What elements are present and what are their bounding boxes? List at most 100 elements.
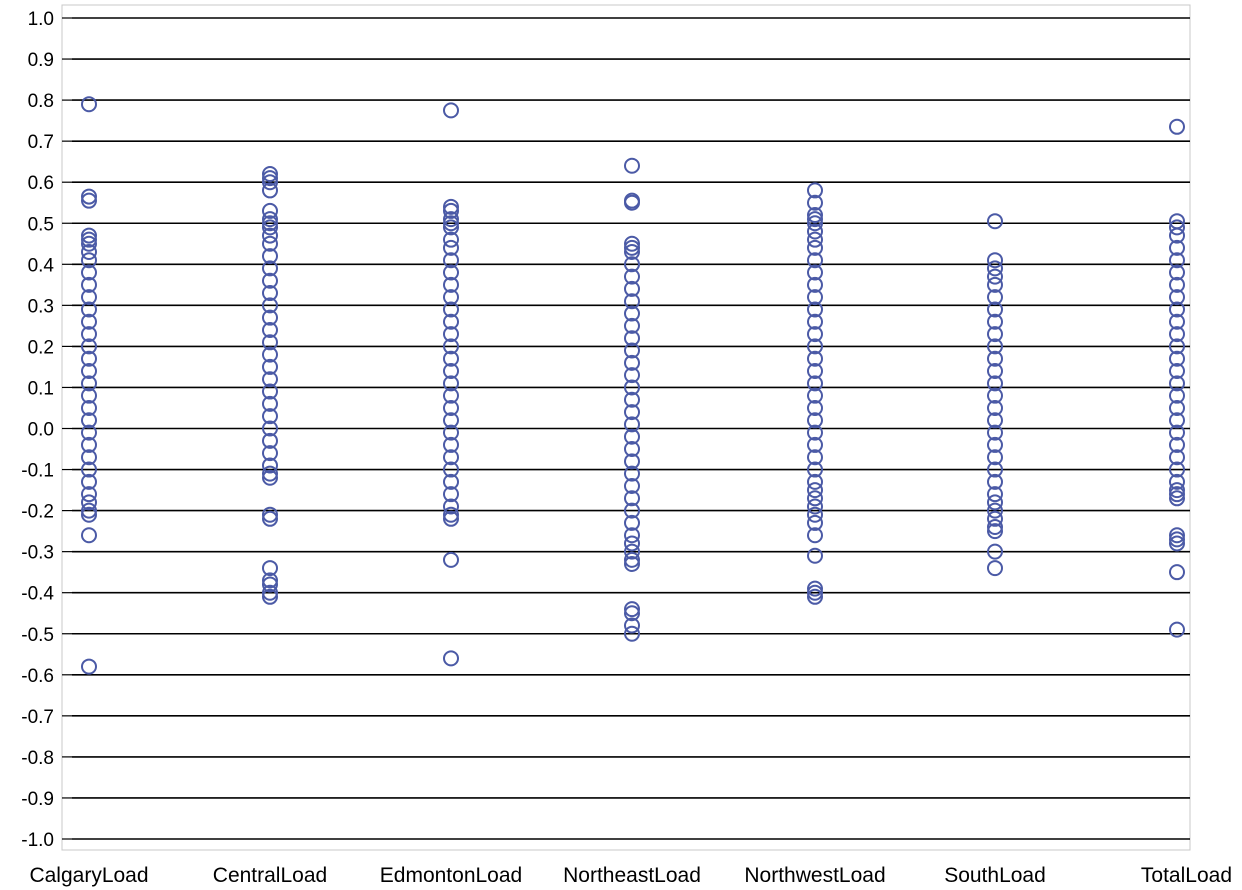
data-point <box>624 514 640 531</box>
data-point <box>807 239 823 256</box>
y-tick-label: 0.9 <box>28 50 54 71</box>
data-point <box>807 490 823 507</box>
data-point <box>624 477 640 494</box>
data-point <box>1169 289 1185 306</box>
data-point <box>807 449 823 466</box>
data-point <box>807 498 823 515</box>
data-point <box>987 486 1003 503</box>
data-point <box>262 510 278 527</box>
data-point <box>624 342 640 359</box>
data-point <box>81 449 97 466</box>
data-point <box>262 560 278 577</box>
data-point <box>443 264 459 281</box>
data-point <box>443 399 459 416</box>
series-CalgaryLoad <box>81 96 97 675</box>
data-point <box>81 412 97 429</box>
y-tick-label: 0.0 <box>28 420 54 441</box>
data-point <box>81 188 97 205</box>
data-point <box>987 363 1003 380</box>
data-point <box>807 424 823 441</box>
data-point <box>624 391 640 408</box>
data-point <box>807 326 823 343</box>
data-point <box>624 428 640 445</box>
data-point <box>624 404 640 421</box>
data-point <box>81 96 97 113</box>
data-point <box>807 506 823 523</box>
data-point <box>262 285 278 302</box>
y-tick-label: -0.4 <box>21 584 54 605</box>
x-category-label: CentralLoad <box>213 864 327 887</box>
data-point <box>1169 363 1185 380</box>
data-point <box>443 650 459 667</box>
data-point <box>262 445 278 462</box>
data-point <box>81 276 97 293</box>
series-NorthwestLoad <box>807 182 823 605</box>
data-point <box>987 213 1003 230</box>
series-NortheastLoad <box>624 157 640 642</box>
y-tick-label: 0.4 <box>28 255 55 276</box>
data-point <box>262 465 278 482</box>
y-axis: 1.0 0.9 0.8 0.7 0.6 0.5 0.4 0.3 0.2 0.1 0.0 -0.1 -0.… <box>21 9 72 851</box>
data-point <box>624 317 640 334</box>
data-point <box>807 482 823 499</box>
data-point <box>624 330 640 347</box>
data-point <box>807 194 823 211</box>
data-point <box>987 543 1003 560</box>
data-point <box>443 506 459 523</box>
data-point <box>262 202 278 219</box>
y-tick-label: -0.9 <box>21 789 54 810</box>
data-point <box>1169 564 1185 581</box>
data-point <box>81 461 97 478</box>
data-point <box>987 502 1003 519</box>
data-point <box>624 535 640 552</box>
data-point <box>443 375 459 392</box>
data-point <box>987 301 1003 318</box>
data-point <box>262 371 278 388</box>
data-point <box>1169 301 1185 318</box>
data-point <box>81 192 97 209</box>
data-point <box>262 272 278 289</box>
y-tick-label: -0.2 <box>21 502 54 523</box>
data-point <box>262 182 278 199</box>
data-point <box>807 211 823 228</box>
plot-frame <box>61 4 1191 851</box>
y-tick-label: -0.1 <box>21 461 54 482</box>
data-point <box>443 449 459 466</box>
series-TotalLoad <box>1169 118 1185 638</box>
data-point <box>262 576 278 593</box>
data-point <box>624 367 640 384</box>
data-point <box>624 543 640 560</box>
data-point <box>443 486 459 503</box>
data-point <box>262 170 278 187</box>
data-point <box>443 326 459 343</box>
data-point <box>1169 326 1185 343</box>
data-point <box>807 338 823 355</box>
data-point <box>987 289 1003 306</box>
data-point <box>1169 387 1185 404</box>
data-point <box>624 465 640 482</box>
data-point <box>262 358 278 375</box>
data-point <box>624 379 640 396</box>
data-point <box>807 588 823 605</box>
data-point <box>262 457 278 474</box>
data-point <box>1169 313 1185 330</box>
data-point <box>443 510 459 527</box>
data-point <box>807 182 823 199</box>
data-point <box>987 519 1003 536</box>
data-point <box>443 198 459 215</box>
data-point <box>807 412 823 429</box>
data-point <box>987 473 1003 490</box>
data-point <box>1169 473 1185 490</box>
data-point <box>807 514 823 531</box>
data-point <box>1169 449 1185 466</box>
data-point <box>807 399 823 416</box>
data-point <box>81 289 97 306</box>
data-point <box>81 473 97 490</box>
data-point <box>1169 527 1185 544</box>
data-point <box>443 252 459 269</box>
data-point <box>1169 424 1185 441</box>
data-point <box>987 350 1003 367</box>
data-point <box>443 289 459 306</box>
data-point <box>987 313 1003 330</box>
